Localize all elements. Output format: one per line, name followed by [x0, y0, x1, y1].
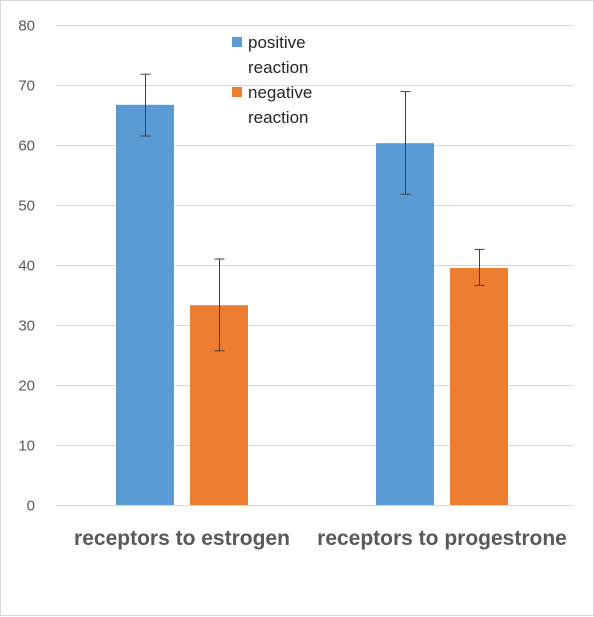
y-tick-label: 0 [27, 498, 35, 515]
y-tick-label: 30 [18, 318, 35, 335]
y-tick-label: 70 [18, 78, 35, 95]
legend-label: reaction [248, 108, 308, 127]
y-tick-label: 60 [18, 138, 35, 155]
legend: positive reaction negative reaction [232, 33, 312, 127]
y-tick-label: 80 [18, 18, 35, 35]
bar-negative-1 [450, 268, 508, 505]
bar-positive-0 [116, 104, 174, 506]
category-label: receptors to estrogen [74, 527, 290, 550]
y-axis-ticks: 0 10 20 30 40 50 60 70 80 [18, 18, 35, 515]
y-tick-label: 20 [18, 378, 35, 395]
legend-swatch [232, 87, 242, 97]
y-tick-label: 50 [18, 198, 35, 215]
category-label: receptors to progestrone [317, 527, 567, 550]
legend-swatch [232, 37, 242, 47]
error-bars [140, 73, 485, 352]
legend-label: reaction [248, 58, 308, 77]
y-tick-label: 40 [18, 258, 35, 275]
bars [116, 104, 508, 506]
y-tick-label: 10 [18, 438, 35, 455]
category-labels: receptors to estrogen receptors to proges… [74, 527, 567, 550]
legend-label: positive [248, 33, 306, 52]
bar-positive-1 [376, 143, 434, 505]
legend-label: negative [248, 83, 312, 102]
